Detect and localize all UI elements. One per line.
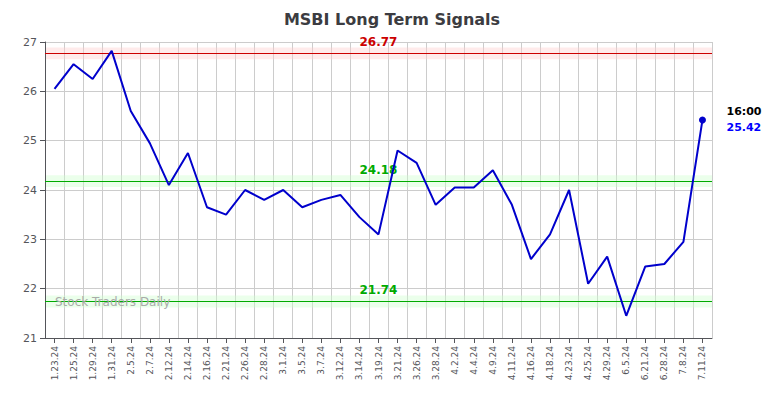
svg-text:24.18: 24.18	[359, 163, 398, 178]
svg-text:21.74: 21.74	[360, 283, 398, 297]
svg-text:3.19.24: 3.19.24	[374, 346, 384, 381]
svg-text:26.77: 26.77	[360, 35, 398, 49]
svg-text:2.16.24: 2.16.24	[202, 346, 212, 381]
svg-text:4.11.24: 4.11.24	[507, 346, 517, 381]
svg-text:7.11.24: 7.11.24	[697, 346, 707, 381]
svg-text:16:00: 16:00	[726, 105, 761, 118]
svg-text:2.26.24: 2.26.24	[240, 346, 250, 381]
svg-text:4.4.24: 4.4.24	[469, 346, 479, 375]
svg-text:1.23.24: 1.23.24	[50, 346, 60, 381]
svg-text:25.42: 25.42	[726, 121, 761, 134]
svg-text:4.16.24: 4.16.24	[526, 346, 536, 381]
svg-text:2.12.24: 2.12.24	[164, 346, 174, 381]
svg-text:4.29.24: 4.29.24	[602, 346, 612, 381]
svg-text:22: 22	[23, 282, 37, 295]
svg-text:1.29.24: 1.29.24	[88, 346, 98, 381]
svg-text:2.21.24: 2.21.24	[221, 346, 231, 381]
svg-text:1.25.24: 1.25.24	[69, 346, 79, 381]
svg-text:4.18.24: 4.18.24	[545, 346, 555, 381]
svg-text:23: 23	[23, 233, 37, 246]
svg-text:6.21.24: 6.21.24	[640, 346, 650, 381]
svg-text:25: 25	[23, 134, 37, 147]
svg-text:3.26.24: 3.26.24	[412, 346, 422, 381]
svg-text:3.12.24: 3.12.24	[335, 346, 345, 381]
svg-text:2.28.24: 2.28.24	[259, 346, 269, 381]
svg-text:Stock Traders Daily: Stock Traders Daily	[55, 295, 170, 309]
svg-text:2.14.24: 2.14.24	[183, 346, 193, 381]
svg-text:3.14.24: 3.14.24	[354, 346, 364, 381]
svg-text:3.28.24: 3.28.24	[431, 346, 441, 381]
svg-text:6.5.24: 6.5.24	[621, 346, 631, 375]
svg-text:2.7.24: 2.7.24	[145, 346, 155, 375]
svg-text:3.21.24: 3.21.24	[393, 346, 403, 381]
svg-text:4.23.24: 4.23.24	[564, 346, 574, 381]
svg-text:MSBI Long Term Signals: MSBI Long Term Signals	[284, 10, 500, 29]
svg-text:4.25.24: 4.25.24	[583, 346, 593, 381]
svg-text:4.2.24: 4.2.24	[450, 346, 460, 375]
svg-text:3.5.24: 3.5.24	[297, 346, 307, 375]
svg-text:2.5.24: 2.5.24	[126, 346, 136, 375]
svg-text:6.28.24: 6.28.24	[659, 346, 669, 381]
svg-text:3.1.24: 3.1.24	[278, 346, 288, 375]
svg-text:24: 24	[23, 184, 37, 197]
svg-text:21: 21	[23, 332, 37, 345]
svg-text:1.31.24: 1.31.24	[107, 346, 117, 381]
svg-text:27: 27	[23, 36, 37, 49]
svg-text:26: 26	[23, 85, 37, 98]
svg-text:7.8.24: 7.8.24	[678, 346, 688, 375]
svg-text:4.9.24: 4.9.24	[488, 346, 498, 375]
svg-text:3.7.24: 3.7.24	[316, 346, 326, 375]
